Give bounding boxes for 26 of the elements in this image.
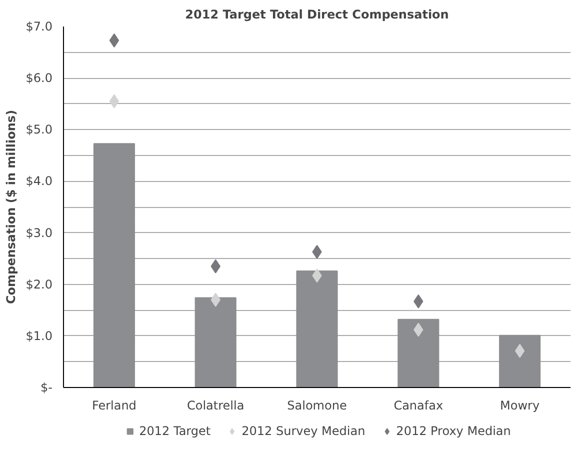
y-tick-label: $3.0 [26,226,52,240]
bar [398,318,440,388]
legend-label: 2012 Target [139,424,211,438]
y-tick-label: $5.0 [26,122,52,137]
chart-title: 2012 Target Total Direct Compensation [185,8,449,22]
x-tick-label: Ferland [92,398,136,412]
bar [296,270,338,388]
x-tick-label: Mowry [500,398,540,412]
y-tick-label: $6.0 [26,71,52,86]
y-tick-label: $2.0 [26,277,52,292]
point [514,344,525,358]
y-tick-label: $1.0 [26,328,52,343]
x-tick-label: Canafax [394,398,444,412]
y-tick-label: $7.0 [26,20,52,34]
y-axis-title: Compensation ($ in millions) [4,110,18,304]
y-tick-label: $- [40,380,53,394]
bar [93,143,135,388]
bar [499,334,541,388]
y-tick-label: $4.0 [26,174,52,188]
bar [194,297,236,388]
legend-label: 2012 Proxy Median [396,424,511,438]
point [109,94,120,108]
x-tick-label: Salomone [287,398,347,412]
point [109,33,120,48]
legend-label: 2012 Survey Median [242,424,366,438]
x-tick-label: Colatrella [187,398,244,412]
